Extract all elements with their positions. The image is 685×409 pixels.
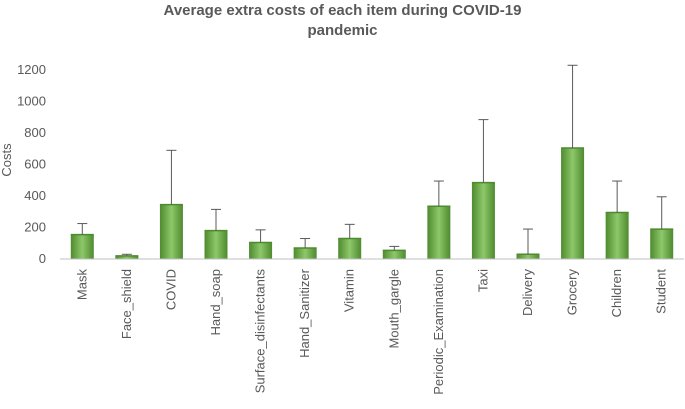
y-tick-label: 600 bbox=[24, 157, 46, 172]
bar bbox=[70, 234, 94, 259]
x-tick-label: Grocery bbox=[565, 269, 580, 316]
bar bbox=[382, 250, 406, 259]
bar bbox=[249, 242, 273, 259]
x-tick-label: Periodic_Examination bbox=[431, 269, 446, 395]
bar bbox=[561, 147, 585, 259]
x-tick-label: COVID bbox=[163, 269, 178, 310]
y-tick-label: 200 bbox=[24, 220, 46, 235]
chart-title-line-1: Average extra costs of each item during … bbox=[163, 2, 522, 19]
chart-title-line-2: pandemic bbox=[307, 22, 378, 39]
x-tick-label: Delivery bbox=[520, 269, 535, 316]
x-tick-label: Hand_Sanitizer bbox=[297, 268, 312, 358]
y-tick-label: 400 bbox=[24, 188, 46, 203]
x-tick-label: Mask bbox=[74, 269, 89, 301]
bar bbox=[605, 212, 629, 259]
bar bbox=[293, 247, 317, 259]
x-tick-label: Student bbox=[654, 269, 669, 314]
bar bbox=[338, 238, 362, 259]
x-tick-label: Face_shield bbox=[119, 269, 134, 339]
bar bbox=[471, 182, 495, 259]
y-tick-label: 1200 bbox=[17, 62, 46, 77]
bar bbox=[204, 230, 228, 259]
y-axis-label: Costs bbox=[0, 143, 14, 177]
x-tick-label: Mouth_gargle bbox=[386, 269, 401, 349]
bar bbox=[115, 255, 139, 259]
x-tick-label: Hand_soap bbox=[208, 269, 223, 336]
bar bbox=[427, 206, 451, 259]
y-tick-label: 1000 bbox=[17, 94, 46, 109]
bar bbox=[516, 254, 540, 259]
x-tick-label: Taxi bbox=[475, 269, 490, 292]
x-tick-label: Vitamin bbox=[342, 269, 357, 312]
x-tick-label: Surface_disinfectants bbox=[253, 269, 268, 394]
bar bbox=[159, 204, 183, 259]
y-tick-label: 800 bbox=[24, 125, 46, 140]
y-tick-label: 0 bbox=[39, 251, 46, 266]
bar bbox=[650, 229, 674, 259]
x-tick-label: Children bbox=[609, 269, 624, 317]
